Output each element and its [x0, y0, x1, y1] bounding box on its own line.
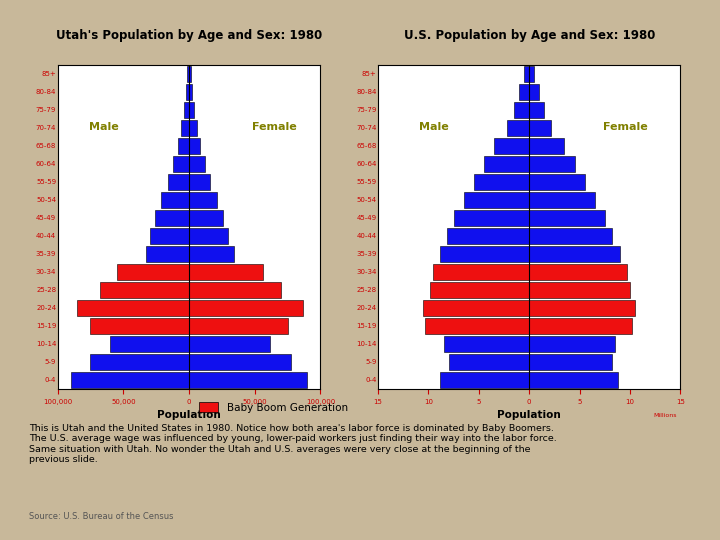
Bar [189, 264, 263, 280]
Bar [524, 66, 529, 82]
Bar [529, 84, 539, 100]
Text: Utah's Population by Age and Sex: 1980: Utah's Population by Age and Sex: 1980 [56, 29, 322, 42]
Bar [454, 210, 529, 226]
Bar [189, 246, 234, 262]
Bar [181, 120, 189, 136]
X-axis label: Population: Population [498, 410, 561, 420]
Bar [189, 102, 194, 118]
Bar [529, 264, 627, 280]
Bar [91, 318, 189, 334]
Bar [464, 192, 529, 208]
Bar [189, 372, 307, 388]
Bar [529, 138, 564, 154]
Text: Millions: Millions [653, 413, 677, 418]
Text: Female: Female [603, 122, 647, 132]
Bar [529, 318, 632, 334]
Bar [426, 318, 529, 334]
Bar [529, 102, 544, 118]
Bar [519, 84, 529, 100]
Bar [529, 174, 585, 190]
Bar [150, 228, 189, 244]
Text: This is Utah and the United States in 1980. Notice how both area's labor force i: This is Utah and the United States in 19… [29, 424, 557, 464]
Bar [529, 246, 620, 262]
Text: Male: Male [418, 122, 449, 132]
Bar [174, 156, 189, 172]
Bar [145, 246, 189, 262]
Bar [91, 354, 189, 370]
Bar [529, 228, 612, 244]
Bar [189, 66, 191, 82]
Bar [529, 300, 635, 316]
Bar [529, 210, 605, 226]
Bar [446, 228, 529, 244]
Bar [189, 192, 217, 208]
Bar [507, 120, 529, 136]
Bar [444, 336, 529, 352]
Text: Female: Female [252, 122, 297, 132]
Bar [494, 138, 529, 154]
Bar [474, 174, 529, 190]
Bar [529, 120, 552, 136]
Bar [71, 372, 189, 388]
Bar [168, 174, 189, 190]
Bar [184, 102, 189, 118]
Bar [186, 84, 189, 100]
Bar [529, 66, 534, 82]
Bar [189, 336, 271, 352]
Bar [189, 354, 292, 370]
Bar [117, 264, 189, 280]
Bar [423, 300, 529, 316]
Bar [189, 174, 210, 190]
Legend: Baby Boom Generation: Baby Boom Generation [199, 402, 348, 413]
Bar [441, 372, 529, 388]
Bar [529, 336, 615, 352]
Bar [189, 228, 228, 244]
Text: U.S. Population by Age and Sex: 1980: U.S. Population by Age and Sex: 1980 [403, 29, 655, 42]
Bar [189, 300, 303, 316]
Text: Male: Male [89, 122, 119, 132]
Bar [431, 282, 529, 298]
Bar [189, 318, 287, 334]
Bar [529, 282, 630, 298]
Bar [189, 210, 223, 226]
Bar [110, 336, 189, 352]
Bar [529, 372, 618, 388]
Bar [433, 264, 529, 280]
X-axis label: Population: Population [157, 410, 221, 420]
Bar [529, 156, 575, 172]
Bar [484, 156, 529, 172]
Bar [187, 66, 189, 82]
Bar [449, 354, 529, 370]
Text: Source: U.S. Bureau of the Census: Source: U.S. Bureau of the Census [29, 512, 174, 521]
Bar [189, 156, 204, 172]
Bar [189, 84, 192, 100]
Bar [529, 354, 612, 370]
Bar [99, 282, 189, 298]
Bar [77, 300, 189, 316]
Bar [189, 282, 281, 298]
Bar [189, 138, 200, 154]
Bar [178, 138, 189, 154]
Bar [514, 102, 529, 118]
Bar [155, 210, 189, 226]
Bar [161, 192, 189, 208]
Bar [441, 246, 529, 262]
Bar [189, 120, 197, 136]
Bar [529, 192, 595, 208]
